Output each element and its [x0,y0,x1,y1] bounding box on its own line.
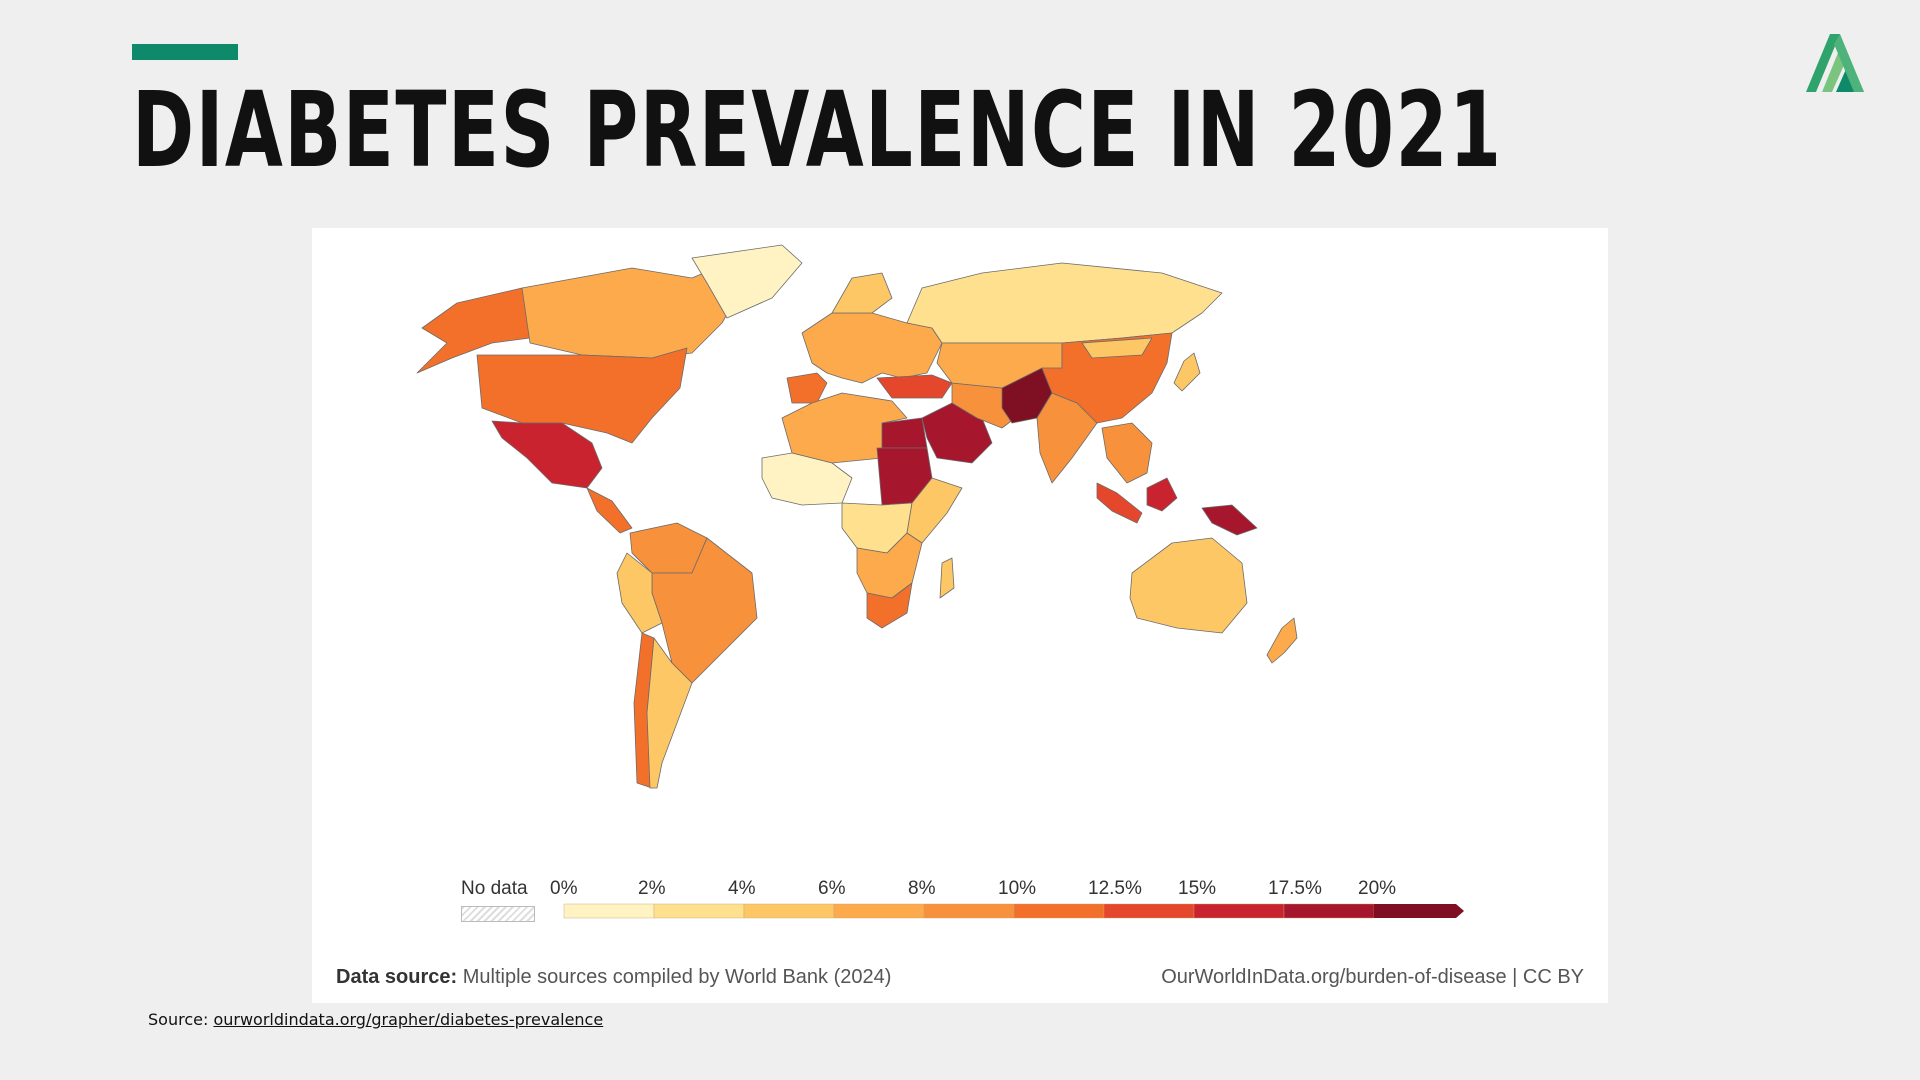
legend-bin [923,903,1015,919]
region-egypt[interactable] [881,417,928,449]
region-scandinavia[interactable] [831,272,893,314]
region-europe[interactable] [801,312,943,384]
legend-color-scale [563,903,1464,919]
region-greenland[interactable] [691,244,803,319]
data-source-note: Data source: Multiple sources compiled b… [336,966,891,989]
world-choropleth-map [416,244,1298,789]
legend-tick-label: 8% [908,878,936,899]
data-source-label: Data source: [336,966,458,988]
region-new-zealand[interactable] [1266,617,1298,664]
legend-bin [1193,903,1285,919]
region-madagascar[interactable] [939,557,955,599]
region-central-america[interactable] [586,487,633,534]
region-argentina[interactable] [646,637,693,789]
region-south-africa[interactable] [866,582,913,629]
source-citation: Source: ourworldindata.org/grapher/diabe… [148,1010,603,1029]
legend-bin [743,903,835,919]
region-spain[interactable] [786,372,828,404]
legend-tick-label: 20% [1358,878,1397,899]
legend-no-data-swatch [461,906,535,922]
region-united-states[interactable] [476,347,688,444]
legend-tick-label: 15% [1178,878,1217,899]
legend-tick-label: 12.5% [1088,878,1142,899]
title-accent-bar [132,44,238,60]
legend-bin [1013,903,1105,919]
legend-tick-label: 4% [728,878,756,899]
region-japan[interactable] [1173,352,1201,392]
legend-bin [1374,904,1464,918]
legend-tick-label: 17.5% [1268,878,1322,899]
region-southeast-asia[interactable] [1101,422,1153,484]
chart-card: No data 0% 2% 4% 6% 8% 10% 12.5% 15% 17.5% 20% Da… [312,228,1608,1003]
source-prefix: Source: [148,1010,214,1029]
legend-tick-label: 2% [638,878,666,899]
data-source-text: Multiple sources compiled by World Bank … [457,966,892,988]
region-mongolia[interactable] [1081,337,1153,359]
credit-note: OurWorldInData.org/burden-of-disease | C… [1161,966,1584,988]
legend-tick-label: 6% [818,878,846,899]
legend-bin [833,903,925,919]
legend-bin [563,903,655,919]
legend-tick-label: 0% [550,878,578,899]
region-indonesia[interactable] [1096,482,1143,524]
legend-no-data-label: No data [461,878,528,899]
region-borneo[interactable] [1146,477,1178,512]
legend-bin [653,903,745,919]
slide-title: DIABETES PREVALENCE IN 2021 [132,69,1503,191]
region-andean-west[interactable] [616,552,663,634]
source-link[interactable]: ourworldindata.org/grapher/diabetes-prev… [213,1010,604,1029]
region-mexico[interactable] [491,420,603,489]
legend-bin [1283,903,1375,919]
legend-tick-label: 10% [998,878,1037,899]
legend-bin [1103,903,1195,919]
brand-logo-icon [1806,34,1864,92]
region-alaska[interactable] [416,287,538,374]
region-turkey[interactable] [876,374,953,399]
map-legend: No data 0% 2% 4% 6% 8% 10% 12.5% 15% 17.5% 20% [312,878,1608,948]
region-papua-new-guinea[interactable] [1201,504,1258,536]
region-australia[interactable] [1129,537,1248,634]
region-canada[interactable] [521,262,743,359]
region-russia[interactable] [906,262,1223,344]
